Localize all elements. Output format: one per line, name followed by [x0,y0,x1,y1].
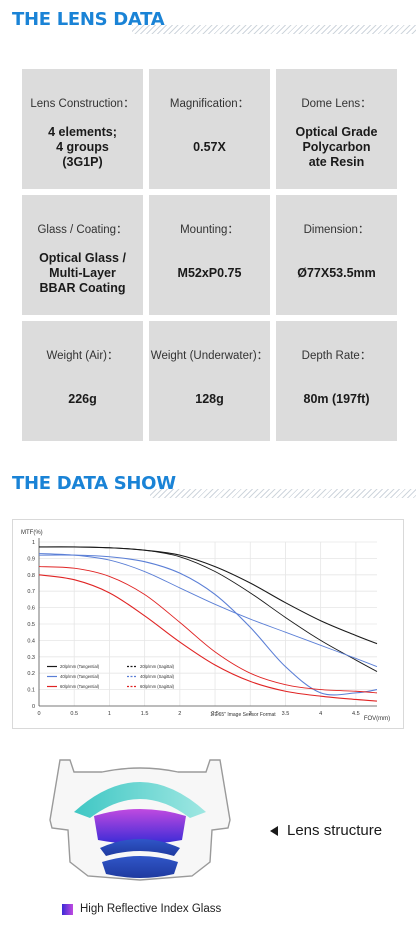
spec-label: Dome Lens： [301,98,372,110]
spec-value: 128g [195,391,224,406]
spec-cell: Mounting： M52xP0.75 [149,195,270,315]
chart-subtitle: 1/1.65" Image Sensor Format [210,712,276,718]
x-tick-label: 0.5 [70,711,78,717]
y-tick-label: 0.5 [27,622,35,628]
x-tick-label: 3.5 [282,711,290,717]
spec-label: Glass / Coating： [37,224,128,236]
spec-value: M52xP0.75 [177,265,242,280]
legend-label: 20lp/mm (Tangential) [60,664,100,669]
series-line [38,566,378,694]
spec-cell: Weight (Underwater)： 128g [149,321,270,441]
lens-structure-label: Lens structure [287,822,383,839]
y-tick-label: 0 [32,704,35,710]
x-tick-label: 3 [249,711,252,717]
x-tick-label: 4.5 [352,711,360,717]
spec-cell: Magnification： 0.57X [149,69,270,189]
y-axis-label: MTF(%) [21,530,43,536]
spec-label: Magnification： [169,98,250,110]
x-tick-label: 1.5 [141,711,149,717]
spec-label: Lens Construction： [30,98,135,110]
x-tick-label: 4 [319,711,322,717]
series-line [38,574,378,702]
spec-value: 226g [68,391,97,406]
lens-element-3 [102,856,178,878]
spec-cell: Weight (Air)： 226g [22,321,143,441]
data-show-title: THE DATA SHOW [12,473,176,494]
mtf-chart: 0 0.1 0.2 0.3 0.4 0.5 0.6 0.7 0.8 0.9 1 0 0.5 1 1.5 2 2.… [12,519,404,729]
spec-value: Ø77X53.5mm [297,265,376,280]
gradient-swatch-icon [62,903,73,915]
legend-label: 60lp/mm (Sagittal) [140,684,175,689]
y-tick-label: 0.4 [27,638,35,644]
spec-value: Optical Grade Polycarbon ate Resin [295,124,378,169]
lens-data-title: THE LENS DATA [12,9,165,30]
x-tick-label: 2.5 [211,711,219,717]
spec-value: 0.57X [193,139,226,154]
legend-label: 40lp/mm (Tangential) [60,674,100,679]
y-tick-label: 0.9 [27,556,35,562]
lens-structure-caption: Lens structure [270,822,382,839]
lens-structure-diagram [49,759,231,881]
glass-legend: High Reflective Index Glass [62,903,221,915]
legend-label: 40lp/mm (Sagittal) [140,674,175,679]
glass-legend-label: High Reflective Index Glass [80,903,222,915]
x-tick-label: 1 [108,711,111,717]
spec-cell: Dome Lens： Optical Grade Polycarbon ate R… [276,69,397,189]
spec-label: Weight (Air)： [46,350,119,362]
data-show-title-rule [150,489,416,498]
x-axis-label: FOV(mm) [364,716,390,722]
series-line [38,546,378,672]
spec-cell: Depth Rate： 80m (197ft) [276,321,397,441]
y-tick-label: 0.1 [27,688,35,694]
spec-grid: Lens Construction： 4 elements; 4 groups (… [22,69,397,441]
spec-cell: Glass / Coating： Optical Glass / Multi-La… [22,195,143,315]
lens-element-2 [100,839,180,856]
hri-glass-element [94,809,186,844]
spec-label: Depth Rate： [301,350,372,362]
series-line [38,546,378,645]
mtf-chart-svg: 0 0.1 0.2 0.3 0.4 0.5 0.6 0.7 0.8 0.9 1 0 0.5 1 1.5 2 2.… [21,530,390,722]
y-tick-label: 0.8 [27,573,35,579]
spec-label: Dimension： [303,224,370,236]
spec-cell: Lens Construction： 4 elements; 4 groups (… [22,69,143,189]
legend-label: 60lp/mm (Tangential) [60,684,100,689]
y-tick-label: 1 [32,540,35,546]
spec-value: Optical Glass / Multi-Layer BBAR Coating [39,250,126,295]
lens-data-title-rule [132,25,416,34]
y-tick-label: 0.3 [27,655,35,661]
pointer-left-icon [270,825,278,836]
y-tick-label: 0.2 [27,671,35,677]
legend-label: 20lp/mm (Sagittal) [140,664,175,669]
series-line [38,554,378,696]
x-tick-label: 2 [178,711,181,717]
spec-cell: Dimension： Ø77X53.5mm [276,195,397,315]
dome-lens-shape [74,782,206,818]
y-tick-label: 0.6 [27,606,35,612]
x-tick-label: 0 [37,711,40,717]
series-line [38,553,378,668]
spec-label: Weight (Underwater)： [150,350,269,362]
spec-value: 4 elements; 4 groups (3G1P) [48,124,117,169]
spec-value: 80m (197ft) [303,391,370,406]
y-tick-label: 0.7 [27,589,35,595]
spec-label: Mounting： [180,224,239,236]
